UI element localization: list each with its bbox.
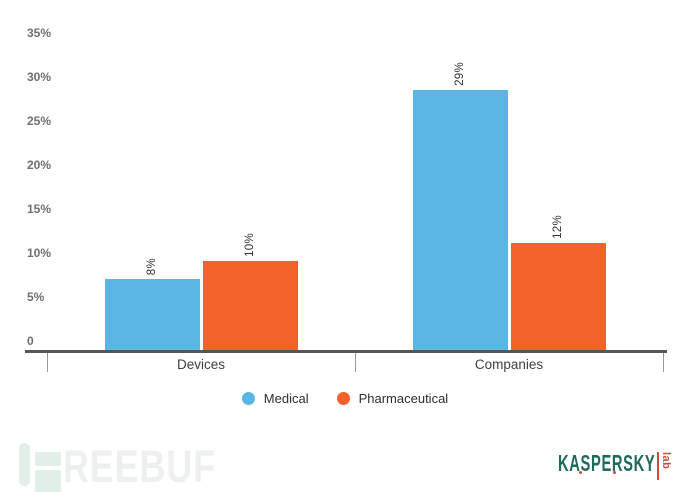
legend-marker-icon	[336, 392, 350, 405]
kaspersky-logo: KASPERSKY lab	[558, 452, 688, 488]
y-axis-label: 0	[27, 334, 34, 348]
bar-value-label: 10%	[244, 233, 256, 257]
legend-label: Pharmaceutical	[358, 391, 449, 406]
y-axis-label: 35%	[27, 26, 52, 40]
legend-label: Medical	[263, 391, 309, 406]
y-axis-label: 15%	[27, 202, 52, 216]
freebuf-logo-block-icon	[35, 452, 61, 466]
kaspersky-wordmark: KASPERSKY	[558, 450, 656, 476]
freebuf-watermark-text: REEBUF	[63, 441, 216, 492]
bar-value-label: 29%	[454, 62, 466, 86]
x-axis-tick	[355, 353, 356, 372]
y-axis-label: 5%	[27, 290, 45, 304]
y-axis-label: 10%	[27, 246, 52, 260]
y-axis-label: 25%	[27, 114, 52, 128]
kaspersky-s-dot-icon	[579, 471, 582, 474]
bar-medical-devices[interactable]	[104, 279, 200, 351]
x-axis-category-label-companies: Companies	[474, 357, 544, 372]
x-axis-tick	[47, 353, 48, 372]
bar-value-label: 8%	[146, 257, 158, 275]
freebuf-watermark: REEBUF	[0, 440, 300, 492]
x-axis-line	[25, 350, 667, 353]
bar-pharmaceutical-devices[interactable]	[202, 261, 298, 351]
kaspersky-lab-label: lab	[660, 452, 672, 470]
y-axis-label: 20%	[27, 158, 52, 172]
freebuf-logo-block-icon	[35, 470, 61, 492]
bar-value-label: 12%	[552, 215, 564, 239]
kaspersky-s-dot-icon	[613, 471, 616, 474]
legend: Medical Pharmaceutical	[0, 391, 690, 406]
legend-marker-icon	[241, 392, 255, 405]
legend-item-pharmaceutical[interactable]: Pharmaceutical	[336, 391, 449, 406]
legend-item-medical[interactable]: Medical	[241, 391, 309, 406]
freebuf-logo-bar-icon	[19, 443, 30, 486]
bar-pharmaceutical-companies[interactable]	[510, 243, 606, 351]
kaspersky-lab-underline	[657, 452, 659, 480]
kaspersky-lab-block: lab	[657, 452, 672, 480]
bar-medical-companies[interactable]	[412, 90, 508, 351]
y-axis-label: 30%	[27, 70, 52, 84]
x-axis-category-label-devices: Devices	[176, 357, 225, 372]
x-axis-tick	[663, 353, 664, 372]
